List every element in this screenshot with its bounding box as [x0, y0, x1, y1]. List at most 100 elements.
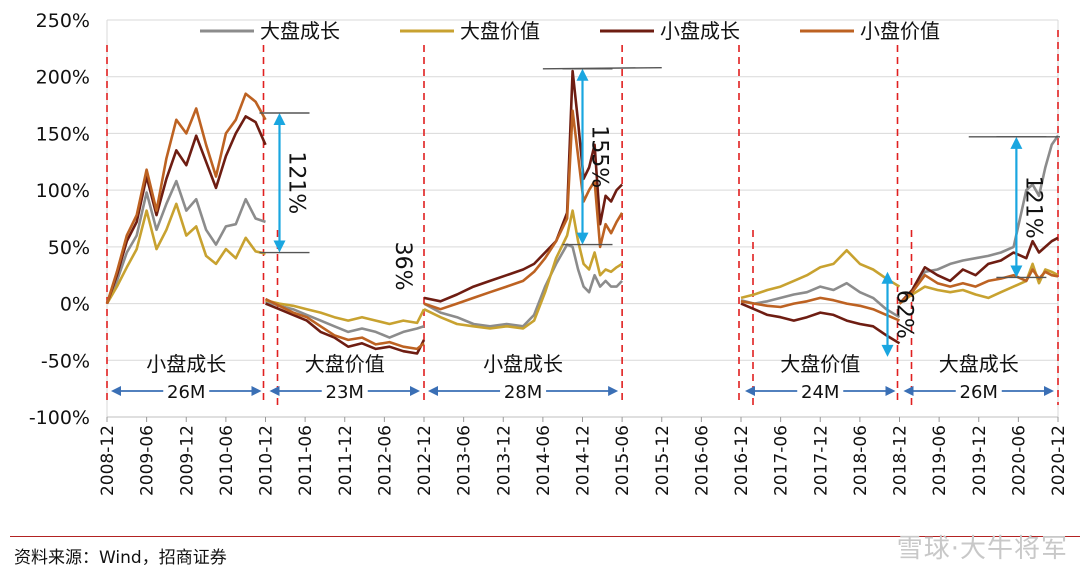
duration-bg [500, 380, 547, 402]
period-guides [106, 30, 1059, 405]
period-arrowhead [608, 386, 619, 396]
span-arrowhead [273, 113, 286, 126]
x-tick-label: 2009-06 [138, 425, 158, 496]
duration-label: 26M [960, 382, 998, 403]
series-line [264, 297, 425, 351]
x-tick-label: 2008-12 [98, 425, 118, 496]
x-tick-label: 2010-06 [217, 425, 237, 496]
period-arrowhead [745, 386, 755, 396]
x-tick-label: 2015-06 [613, 425, 633, 496]
x-tick-label: 2012-12 [415, 425, 435, 496]
x-tick-label: 2014-06 [534, 425, 554, 496]
legend: 大盘成长 大盘价值 小盘成长 小盘价值 [200, 19, 940, 43]
x-tick-label: 2012-06 [375, 425, 395, 496]
x-tick-label: 2013-06 [455, 425, 475, 496]
x-tick-label: 2020-12 [1049, 425, 1069, 496]
bottom-rule [10, 536, 1080, 537]
duration-bg [955, 380, 1002, 402]
series-group [105, 69, 1060, 355]
span-label: 155% [587, 125, 612, 188]
series-line [105, 202, 266, 305]
x-tick-label: 2011-12 [336, 425, 356, 496]
period-label: 小盘成长 [146, 352, 226, 376]
x-axis: 2008-12 2009-06 2009-12 2010-06 2010-12 2011-… [98, 417, 1069, 496]
series-line [265, 300, 425, 339]
period-label: 大盘成长 [939, 352, 1019, 376]
legend-label: 大盘成长 [260, 19, 340, 43]
span-arrowhead [1010, 265, 1023, 278]
x-tick-label: 2017-06 [772, 425, 792, 496]
series-line [740, 249, 901, 300]
span-arrowhead [1010, 136, 1023, 149]
annotations: 小盘成长 26M 大盘价值 23M 小盘成长 28M 大盘价值 24M 大盘成长 26M 121% 1… [111, 66, 1060, 403]
period-label: 大盘价值 [305, 352, 385, 376]
span-arrowhead [881, 271, 894, 284]
series-line [265, 302, 426, 355]
period-arrowhead [428, 386, 438, 396]
period-label: 小盘成长 [483, 352, 563, 376]
y-tick-label: -100% [29, 407, 90, 429]
x-tick-label: 2010-12 [257, 425, 277, 496]
y-tick-label: 0% [60, 294, 90, 316]
duration-bg [321, 380, 368, 402]
duration-label: 28M [504, 382, 542, 403]
series-line [740, 296, 901, 322]
x-tick-label: 2017-12 [811, 425, 831, 496]
x-tick-label: 2015-12 [653, 425, 673, 496]
period-arrowhead [269, 386, 280, 396]
x-tick-label: 2020-06 [1009, 425, 1029, 496]
series-line [898, 268, 1059, 305]
period-arrowhead [410, 386, 420, 396]
period-arrowhead [903, 386, 914, 396]
period-arrowhead [885, 386, 896, 396]
series-line [898, 236, 1059, 305]
span-arrowhead [576, 232, 589, 245]
x-tick-label: 2013-12 [494, 425, 514, 496]
period-arrowhead [111, 386, 121, 396]
x-tick-label: 2016-06 [692, 425, 712, 496]
y-tick-label: 50% [48, 237, 90, 259]
duration-label: 26M [167, 382, 205, 403]
legend-label: 大盘价值 [460, 19, 540, 43]
x-tick-label: 2018-12 [891, 425, 911, 496]
series-line [423, 109, 624, 311]
series-line [265, 298, 426, 326]
source-note: 资料来源：Wind，招商证券 [14, 548, 227, 568]
legend-label: 小盘成长 [660, 19, 740, 43]
x-tick-label: 2019-12 [970, 425, 990, 496]
x-tick-label: 2019-06 [930, 425, 950, 496]
duration-label: 24M [801, 382, 839, 403]
period-arrowhead [251, 386, 262, 396]
span-ref-line [542, 66, 662, 70]
legend-label: 小盘价值 [860, 19, 940, 43]
series-line [105, 115, 267, 305]
period-arrowhead [1044, 386, 1054, 396]
x-tick-label: 2009-12 [177, 425, 197, 496]
y-axis: 250% 200% 150% 100% 50% 0% -50% -100% [29, 10, 90, 429]
series-line [898, 134, 1060, 305]
span-arrowhead [576, 68, 589, 81]
watermark: 雪球·大牛将军 [896, 534, 1068, 564]
span-arrowhead [881, 344, 894, 357]
y-tick-label: 200% [36, 67, 90, 89]
x-tick-label: 2016-12 [732, 425, 752, 496]
duration-bg [797, 380, 844, 402]
series-line [105, 179, 266, 305]
y-tick-label: 250% [36, 10, 90, 32]
series-line [105, 92, 267, 304]
x-tick-label: 2011-06 [296, 425, 316, 496]
span-arrowhead [273, 240, 286, 253]
y-tick-label: -50% [41, 350, 90, 372]
period-label: 大盘价值 [780, 352, 860, 376]
series-line [740, 281, 901, 319]
span-label: 121% [284, 151, 309, 214]
x-tick-label: 2014-12 [574, 425, 594, 496]
span-label: 62% [892, 290, 917, 339]
duration-bg [163, 380, 210, 402]
y-tick-label: 100% [36, 180, 90, 202]
duration-label: 23M [326, 382, 364, 403]
series-line [740, 302, 901, 345]
span-label: 121% [1020, 176, 1045, 239]
x-tick-label: 2018-06 [851, 425, 871, 496]
